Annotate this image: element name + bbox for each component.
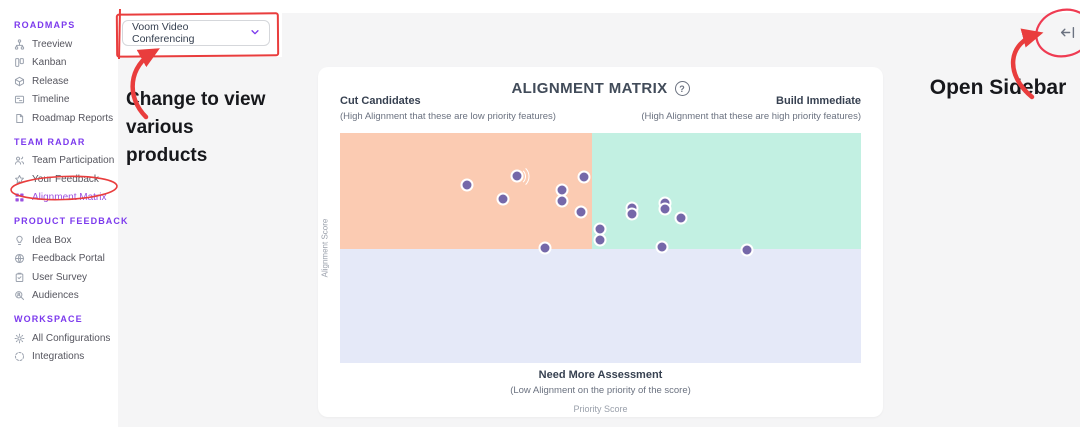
quadrant-label: Build Immediate	[776, 95, 861, 107]
sidebar-item-kanban[interactable]: Kanban	[0, 54, 118, 73]
sidebar-item-label: Alignment Matrix	[32, 192, 107, 204]
sidebar-item-label: Idea Box	[32, 234, 72, 246]
alignment-matrix-card: ALIGNMENT MATRIX ? Cut Candidates (High …	[318, 67, 883, 417]
data-point[interactable]	[655, 240, 669, 254]
sidebar-item-label: Roadmap Reports	[32, 112, 114, 124]
chart-title: ALIGNMENT MATRIX	[511, 80, 668, 97]
sidebar-item-label: Your Feedback	[32, 173, 99, 185]
globe-icon	[13, 253, 25, 265]
quadrant-sublabel: (Low Alignment on the priority of the sc…	[510, 385, 691, 396]
sidebar-item-feedback-portal[interactable]: Feedback Portal	[0, 250, 118, 269]
chevron-down-icon	[250, 24, 260, 42]
open-sidebar-button[interactable]	[1056, 26, 1078, 42]
quadrant-sublabel: (High Alignment that these are high prio…	[641, 111, 861, 122]
data-point[interactable]	[658, 202, 672, 216]
data-point[interactable]	[460, 178, 474, 192]
sidebar-item-alignment-matrix[interactable]: Alignment Matrix	[0, 189, 118, 208]
card-title-row: ALIGNMENT MATRIX ?	[318, 80, 883, 97]
sidebar-item-treeview[interactable]: Treeview	[0, 35, 118, 54]
data-point[interactable]	[674, 211, 688, 225]
sidebar-item-label: Integrations	[32, 351, 85, 363]
sidebar: ROADMAPS Treeview Kanban Release Timeline Roa…	[0, 0, 129, 438]
sidebar-item-release[interactable]: Release	[0, 72, 118, 91]
search-person-icon	[13, 290, 25, 302]
quadrant-header-cut-candidates: Cut Candidates (High Alignment that thes…	[340, 95, 556, 122]
sidebar-section-team-radar: TEAM RADAR	[14, 136, 86, 147]
arrow-left-to-bar-icon	[1060, 26, 1075, 42]
timeline-icon	[13, 94, 25, 106]
annotation-change-product-note: Change to view various products	[126, 89, 266, 166]
sidebar-item-label: Release	[32, 75, 69, 87]
people-icon	[13, 155, 25, 167]
sidebar-item-all-configurations[interactable]: All Configurations	[0, 329, 118, 348]
quadrant-header-need-more-assessment: Need More Assessment (Low Alignment on t…	[340, 369, 861, 414]
sidebar-item-label: Kanban	[32, 57, 67, 69]
quadrant-label: Cut Candidates	[340, 95, 421, 107]
data-point[interactable]	[593, 233, 607, 247]
sidebar-item-label: User Survey	[32, 271, 88, 283]
sidebar-section-roadmaps: ROADMAPS	[14, 20, 76, 30]
x-axis-label: Priority Score	[573, 404, 628, 414]
alignment-matrix-plot: Alignment Score	[321, 133, 861, 363]
clipboard-icon	[13, 271, 25, 283]
sidebar-section-workspace: WORKSPACE	[14, 314, 83, 324]
quadrant-build-immediate	[592, 133, 861, 249]
circle-icon	[13, 351, 25, 363]
y-axis-label: Alignment Score	[320, 218, 330, 278]
sidebar-item-label: Treeview	[32, 38, 73, 50]
gear-icon	[13, 332, 25, 344]
data-point[interactable]	[538, 241, 552, 255]
data-point[interactable]	[555, 194, 569, 208]
sidebar-item-timeline[interactable]: Timeline	[0, 91, 118, 110]
release-icon	[13, 75, 25, 87]
sidebar-item-team-participation[interactable]: Team Participation	[0, 152, 118, 171]
sidebar-item-label: All Configurations	[32, 332, 111, 344]
sidebar-item-label: Timeline	[32, 94, 70, 106]
data-point-ripple[interactable]	[510, 169, 524, 183]
sidebar-section-product-feedback: PRODUCT FEEDBACK	[14, 216, 129, 226]
sidebar-item-label: Feedback Portal	[32, 253, 105, 265]
sidebar-item-audiences[interactable]: Audiences	[0, 287, 118, 306]
document-icon	[13, 112, 25, 124]
sidebar-item-idea-box[interactable]: Idea Box	[0, 231, 118, 250]
annotation-open-sidebar-note: Open Sidebar	[929, 76, 1067, 99]
star-icon	[13, 173, 25, 185]
sidebar-item-label: Audiences	[32, 290, 79, 302]
sidebar-item-label: Team Participation	[32, 155, 115, 167]
help-icon[interactable]: ?	[674, 81, 690, 96]
quadrant-header-build-immediate: Build Immediate (High Alignment that the…	[641, 95, 861, 122]
lightbulb-icon	[13, 234, 25, 246]
data-point[interactable]	[496, 192, 510, 206]
treeview-icon	[13, 38, 25, 50]
sidebar-item-user-survey[interactable]: User Survey	[0, 268, 118, 287]
sidebar-item-roadmap-reports[interactable]: Roadmap Reports	[0, 109, 118, 128]
quadrant-sublabel: (High Alignment that these are low prior…	[340, 111, 556, 122]
data-point[interactable]	[625, 207, 639, 221]
product-selector-dropdown[interactable]: Voom Video Conferencing	[122, 20, 270, 46]
quadrant-need-more-assessment	[340, 248, 861, 363]
kanban-icon	[13, 57, 25, 69]
sidebar-item-integrations[interactable]: Integrations	[0, 348, 118, 367]
data-point[interactable]	[577, 170, 591, 184]
data-point[interactable]	[574, 205, 588, 219]
product-selector-value: Voom Video Conferencing	[132, 21, 195, 45]
grid-icon	[13, 192, 25, 204]
sidebar-item-your-feedback[interactable]: Your Feedback	[0, 170, 118, 189]
data-point[interactable]	[740, 243, 754, 257]
quadrant-label: Need More Assessment	[538, 369, 663, 381]
